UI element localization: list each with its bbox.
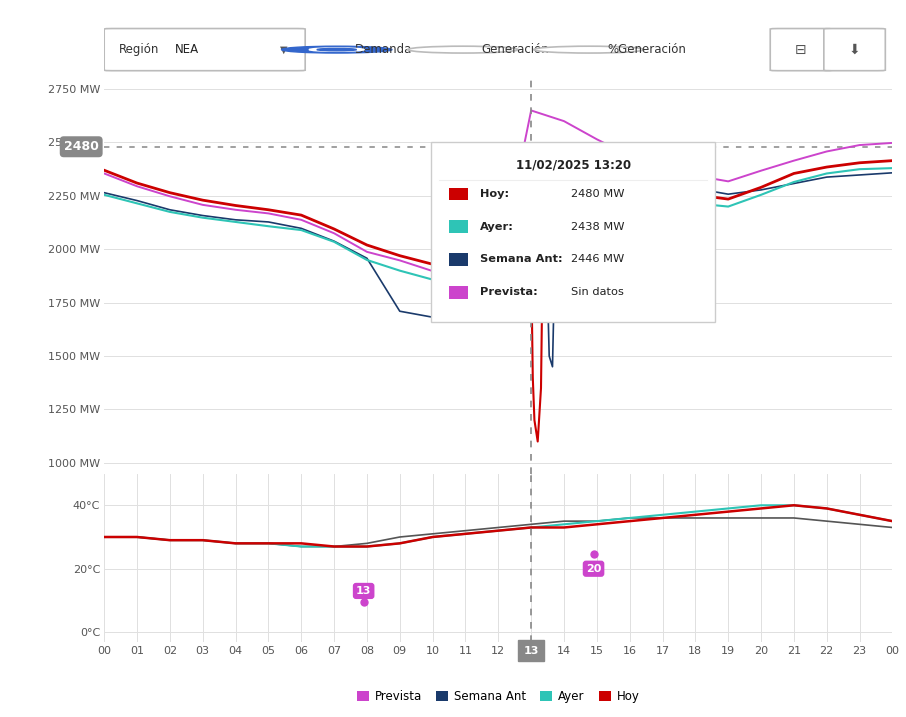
Text: 2446 MW: 2446 MW <box>571 255 624 265</box>
Text: Hoy:: Hoy: <box>480 189 509 199</box>
Text: Demanda: Demanda <box>355 43 412 56</box>
Text: Prevista:: Prevista: <box>480 288 538 298</box>
Circle shape <box>282 46 392 53</box>
Circle shape <box>317 48 356 51</box>
Text: Ayer:: Ayer: <box>480 222 514 232</box>
FancyBboxPatch shape <box>431 142 715 322</box>
Text: NEA: NEA <box>175 43 199 56</box>
Circle shape <box>309 48 364 52</box>
FancyBboxPatch shape <box>104 29 305 71</box>
FancyBboxPatch shape <box>824 29 885 71</box>
Bar <box>448 286 468 298</box>
Text: %Generación: %Generación <box>607 43 686 56</box>
Bar <box>448 220 468 233</box>
Text: 2480 MW: 2480 MW <box>571 189 624 199</box>
Text: 2438 MW: 2438 MW <box>571 222 624 232</box>
Text: 11/02/2025 13:20: 11/02/2025 13:20 <box>516 158 631 171</box>
Bar <box>448 188 468 200</box>
Circle shape <box>408 46 518 53</box>
Text: 13: 13 <box>356 586 371 596</box>
Text: 2480: 2480 <box>63 141 99 153</box>
Text: Región: Región <box>119 43 159 56</box>
Legend: Prevista, Semana Ant, Ayer, Hoy: Prevista, Semana Ant, Ayer, Hoy <box>352 685 644 708</box>
Text: ▼: ▼ <box>280 44 287 54</box>
Text: Semana Ant:: Semana Ant: <box>480 255 563 265</box>
Text: Generación: Generación <box>481 43 549 56</box>
Text: ⬇: ⬇ <box>849 42 861 57</box>
Text: ⊟: ⊟ <box>795 42 806 57</box>
FancyBboxPatch shape <box>770 29 832 71</box>
Text: 20: 20 <box>586 564 602 574</box>
Text: Sin datos: Sin datos <box>571 288 623 298</box>
Bar <box>448 253 468 266</box>
Circle shape <box>534 46 644 53</box>
